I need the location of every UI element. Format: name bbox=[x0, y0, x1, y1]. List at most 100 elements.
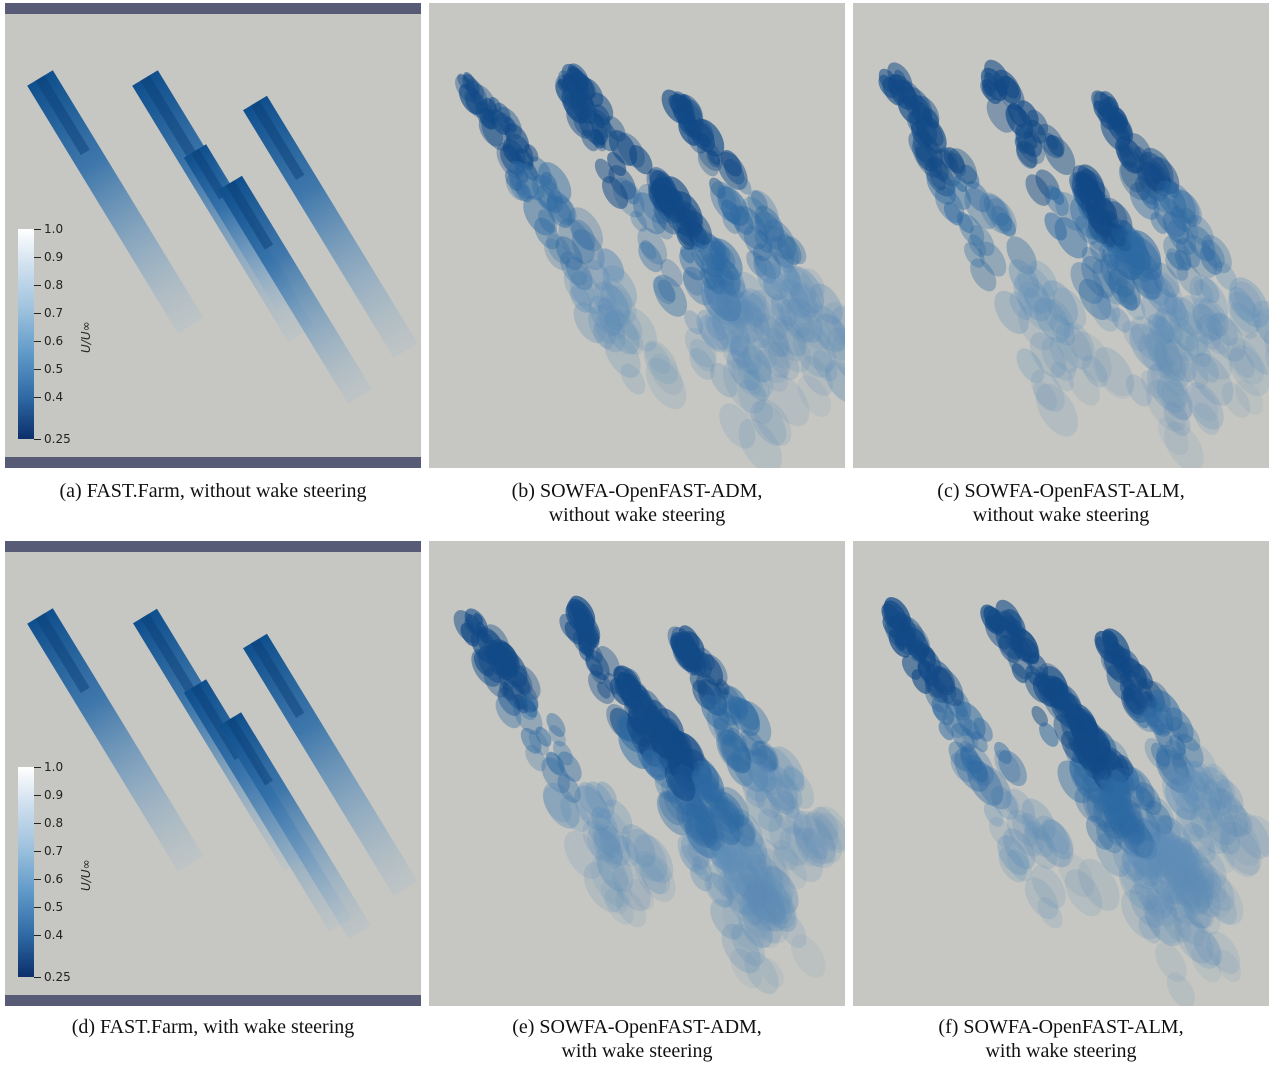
colorbar-tick bbox=[34, 397, 41, 398]
wake-eddy bbox=[766, 327, 790, 358]
wake-eddy bbox=[591, 806, 618, 840]
wake-eddy bbox=[958, 214, 985, 247]
wake-eddy bbox=[1150, 836, 1176, 868]
wake-eddy bbox=[541, 757, 570, 794]
wake-eddy bbox=[754, 349, 789, 392]
wake-eddy bbox=[727, 808, 764, 853]
colorbar-tick bbox=[34, 369, 41, 370]
wake-eddy bbox=[488, 109, 499, 123]
wake-eddy bbox=[1148, 270, 1184, 315]
wake-eddy bbox=[726, 330, 749, 359]
wake-eddy bbox=[1172, 753, 1195, 782]
wake-eddy bbox=[541, 171, 558, 192]
wake-eddy bbox=[659, 723, 673, 740]
caption-f: (f) SOWFA-OpenFAST-ALM, with wake steeri… bbox=[853, 1015, 1269, 1063]
wake-eddy bbox=[1106, 259, 1129, 288]
wake-eddy bbox=[614, 679, 631, 701]
caption-line: with wake steering bbox=[561, 1040, 713, 1062]
wake-eddy bbox=[764, 253, 800, 298]
wake-eddy bbox=[1120, 867, 1143, 896]
wake-eddy bbox=[546, 752, 566, 776]
wake-eddy bbox=[1006, 236, 1037, 275]
wake-eddy bbox=[1158, 358, 1189, 397]
wake-eddy bbox=[1115, 808, 1138, 836]
wake-eddy bbox=[630, 210, 648, 232]
wake-eddy bbox=[779, 298, 816, 343]
wake-eddy bbox=[557, 773, 581, 803]
wake-eddy bbox=[959, 741, 978, 765]
wake-eddy bbox=[1175, 870, 1211, 915]
wake-eddy bbox=[1021, 798, 1056, 842]
wake-eddy bbox=[1219, 821, 1262, 875]
wake-eddy bbox=[708, 839, 735, 872]
wake-eddy bbox=[1021, 812, 1044, 840]
wake-eddy bbox=[616, 132, 645, 168]
wake-eddy bbox=[570, 285, 592, 313]
colorbar-label: U/U∞ bbox=[79, 859, 93, 891]
wake-eddy bbox=[771, 304, 793, 331]
wake-eddy bbox=[967, 760, 1004, 806]
wake-eddy bbox=[1133, 817, 1163, 855]
wake-eddy bbox=[1143, 691, 1157, 709]
wake-eddy bbox=[1221, 382, 1251, 418]
wake-eddy bbox=[706, 284, 734, 319]
wake-eddy bbox=[716, 304, 739, 333]
wake-eddy bbox=[812, 350, 838, 382]
wake-eddy bbox=[1090, 297, 1119, 332]
wake-eddy bbox=[779, 827, 824, 882]
wake-eddy bbox=[521, 697, 538, 718]
wake-eddy bbox=[600, 277, 633, 317]
wake-eddy bbox=[1105, 630, 1119, 649]
wake-eddy bbox=[754, 398, 792, 446]
wake-core bbox=[226, 716, 273, 786]
wake-eddy bbox=[656, 790, 693, 836]
wake-eddy bbox=[1169, 839, 1197, 875]
wake-eddy bbox=[779, 278, 811, 318]
wake-eddy bbox=[656, 713, 665, 725]
colorbar-tick bbox=[34, 285, 41, 286]
wake-eddy bbox=[954, 747, 990, 792]
wake-eddy bbox=[689, 348, 715, 380]
wake-eddy bbox=[790, 934, 826, 978]
wake-eddy bbox=[1146, 324, 1189, 377]
wake-eddy bbox=[1181, 207, 1198, 228]
wake-eddy bbox=[707, 873, 734, 907]
wake-eddy bbox=[1099, 253, 1135, 298]
wake-eddy bbox=[1002, 828, 1036, 870]
wake-eddy bbox=[754, 898, 781, 932]
wake-eddy bbox=[649, 353, 683, 395]
wake-eddy bbox=[1191, 297, 1226, 340]
wake-eddy bbox=[557, 751, 582, 782]
wake-eddy bbox=[563, 267, 595, 307]
wake-eddy bbox=[1078, 858, 1120, 911]
wake-eddy bbox=[1214, 261, 1238, 291]
wake-eddy bbox=[1024, 141, 1036, 156]
wake-eddy bbox=[1049, 187, 1065, 205]
wake-eddy bbox=[1135, 836, 1165, 874]
wake-eddy bbox=[1150, 856, 1174, 885]
wake-eddy bbox=[679, 200, 698, 223]
wake-eddy bbox=[1143, 894, 1182, 944]
wake-eddy bbox=[1172, 905, 1206, 947]
wake-eddy bbox=[1135, 850, 1162, 884]
wake-eddy bbox=[715, 795, 742, 829]
wake-eddy bbox=[747, 289, 788, 341]
wake-eddy bbox=[481, 114, 511, 151]
wake-eddy bbox=[604, 312, 626, 340]
wake-eddy bbox=[691, 855, 713, 882]
wake-eddy bbox=[716, 244, 736, 270]
wake-eddy bbox=[984, 59, 1010, 92]
wake-eddy bbox=[1113, 797, 1145, 838]
wake-eddy bbox=[764, 776, 795, 815]
wake-eddy bbox=[824, 301, 845, 350]
colorbar-tick bbox=[34, 313, 41, 314]
wake-eddy bbox=[1207, 839, 1235, 873]
wake-eddy bbox=[771, 318, 806, 362]
wake-eddy bbox=[624, 668, 641, 690]
wake-eddy bbox=[938, 721, 954, 741]
wake-eddy bbox=[1104, 270, 1123, 293]
wake-eddy bbox=[1199, 246, 1223, 275]
colorbar-tick bbox=[34, 879, 41, 880]
wake-eddy bbox=[1146, 379, 1188, 432]
wake-eddy bbox=[698, 805, 734, 850]
